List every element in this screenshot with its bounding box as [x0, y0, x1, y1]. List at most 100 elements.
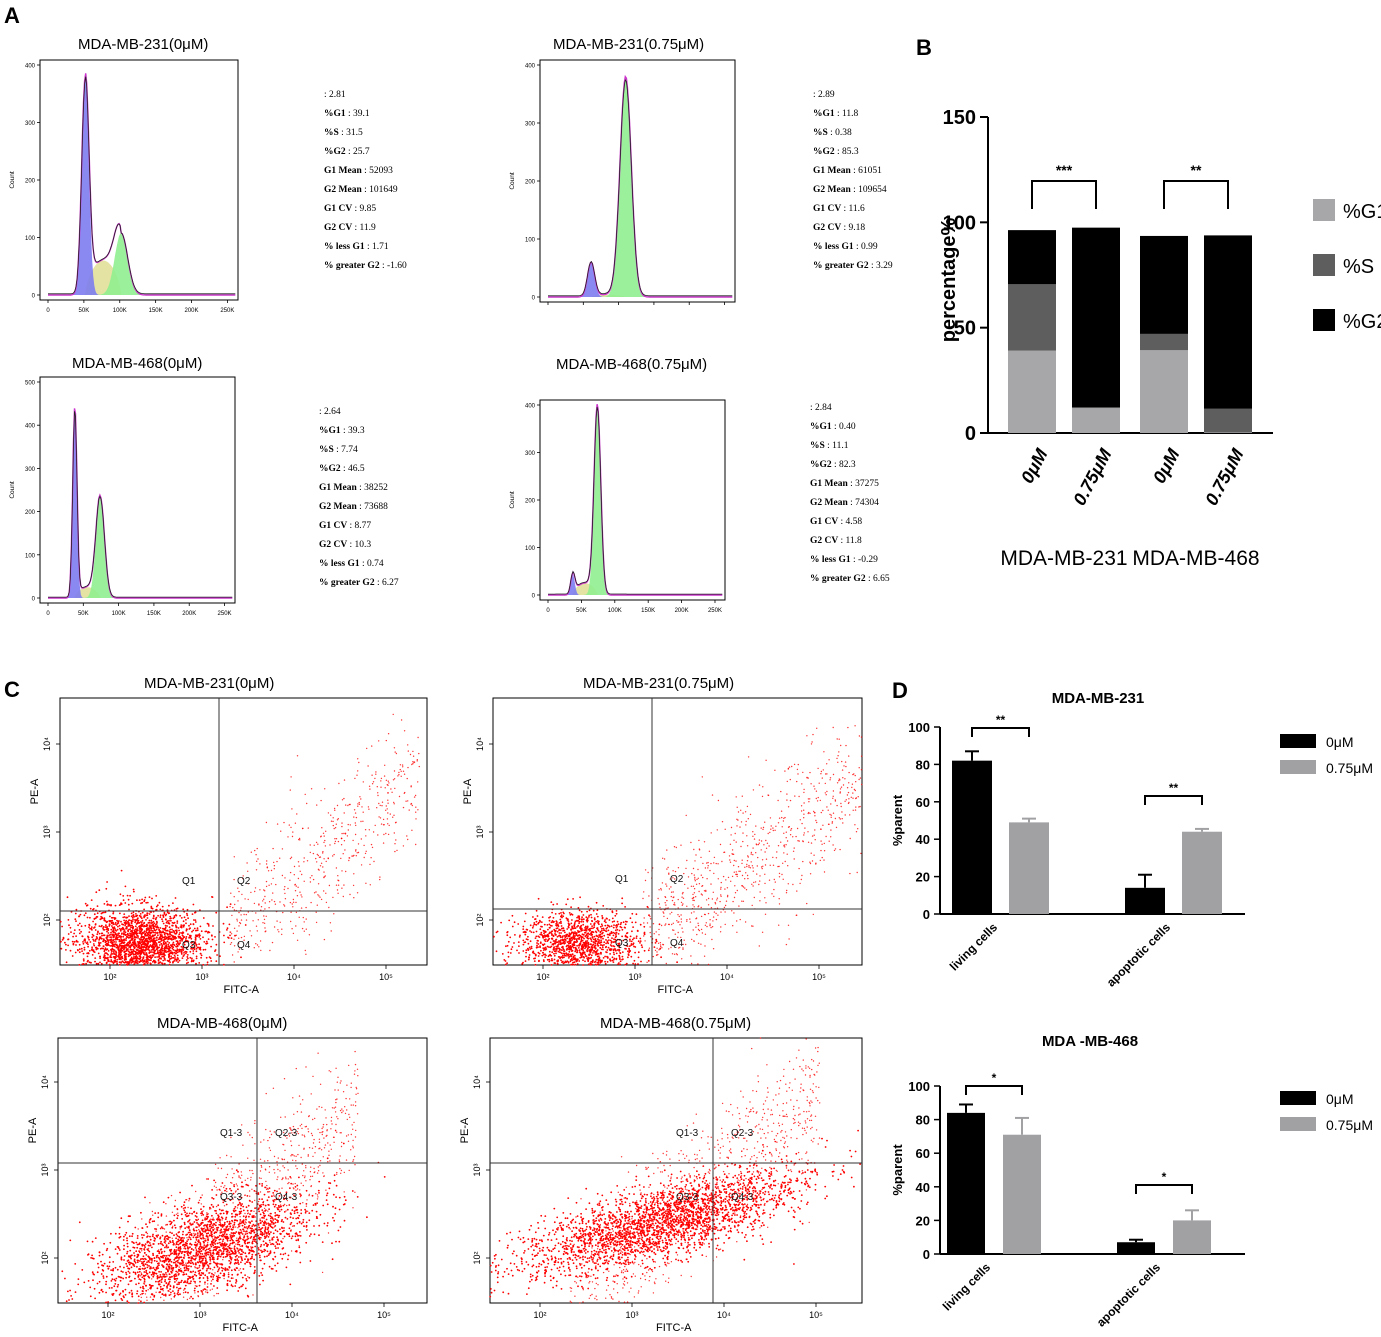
dot: [355, 824, 357, 827]
dot: [656, 954, 658, 956]
dot: [403, 773, 406, 775]
dot: [191, 913, 194, 915]
dot: [257, 1234, 259, 1237]
dot: [139, 921, 142, 923]
dot: [841, 769, 844, 771]
dot: [249, 930, 251, 932]
dot: [612, 926, 615, 929]
dot: [567, 953, 570, 956]
stat-key: % greater G2: [810, 574, 868, 584]
dot: [210, 945, 213, 948]
dot: [627, 954, 630, 956]
dot: [737, 811, 740, 813]
dot: [265, 915, 267, 917]
dot: [264, 902, 266, 904]
dot: [754, 833, 756, 836]
dot: [180, 937, 182, 939]
dot: [271, 941, 274, 944]
dot: [388, 782, 390, 784]
y-tick-label: 100: [525, 238, 536, 244]
dot: [615, 949, 617, 952]
dot: [602, 957, 605, 959]
dot: [803, 834, 805, 836]
dot: [831, 822, 833, 824]
dot: [580, 920, 583, 923]
dot: [174, 929, 177, 932]
dot: [587, 928, 590, 931]
dot: [412, 763, 414, 765]
stat-key: G2 Mean: [813, 185, 854, 195]
dot: [582, 918, 585, 921]
dot: [113, 926, 116, 929]
dot: [146, 917, 149, 919]
dot: [80, 930, 82, 933]
stat-line: % less G1 : 1.71: [324, 238, 407, 257]
dot: [580, 924, 583, 927]
dot: [629, 940, 631, 942]
y-tick-label: 200: [525, 180, 536, 186]
dot: [194, 919, 197, 921]
dot: [692, 867, 695, 870]
dot: [301, 873, 303, 876]
x-tick-label: 200K: [182, 611, 196, 617]
plot-frame: [59, 697, 428, 966]
dot: [289, 789, 291, 791]
dot: [411, 804, 413, 807]
dot: [570, 950, 573, 952]
dot: [509, 952, 512, 954]
dot: [611, 921, 614, 923]
dot: [123, 954, 126, 957]
dot: [669, 913, 671, 915]
dot: [538, 959, 540, 962]
dot: [672, 896, 674, 899]
stat-value: : 8.77: [349, 521, 372, 531]
stat-value: : 46.5: [343, 464, 365, 474]
dot: [146, 912, 149, 915]
dot: [131, 1293, 133, 1296]
dot: [135, 945, 138, 948]
dot: [237, 1259, 240, 1262]
dot: [258, 903, 260, 905]
dot: [134, 955, 137, 958]
dot: [629, 938, 631, 941]
dot: [788, 766, 791, 768]
dot: [122, 961, 125, 964]
dot: [322, 851, 324, 853]
dot: [601, 944, 604, 947]
histogram-stats: : 2.81 %G1 : 39.1 %S : 31.5 %G2 : 25.7 G1 Me…: [324, 86, 407, 276]
dot: [817, 767, 819, 770]
dot: [698, 890, 700, 893]
dot: [815, 863, 817, 865]
dot: [843, 765, 845, 767]
dot: [764, 864, 767, 866]
dot: [226, 906, 229, 909]
dot: [605, 939, 607, 941]
dot: [694, 876, 696, 879]
dot: [303, 857, 305, 859]
dot: [707, 912, 710, 915]
dot: [221, 1269, 224, 1272]
dot: [649, 931, 651, 934]
dot: [152, 930, 154, 932]
dot: [537, 943, 540, 945]
dot: [752, 831, 754, 833]
dot: [256, 860, 258, 862]
dot: [584, 955, 587, 957]
dot: [826, 763, 828, 765]
dot: [575, 932, 578, 935]
dot: [155, 909, 157, 911]
dot: [575, 960, 578, 963]
dot: [558, 912, 561, 915]
dot: [113, 959, 116, 962]
dot: [207, 925, 210, 927]
dot: [686, 920, 688, 922]
dot: [283, 821, 285, 824]
dot: [413, 796, 416, 798]
dot: [606, 951, 608, 954]
dot: [118, 927, 121, 930]
dot: [194, 941, 197, 943]
dot: [180, 948, 183, 951]
dot: [741, 859, 743, 861]
dot: [782, 862, 784, 864]
dot: [199, 934, 201, 937]
